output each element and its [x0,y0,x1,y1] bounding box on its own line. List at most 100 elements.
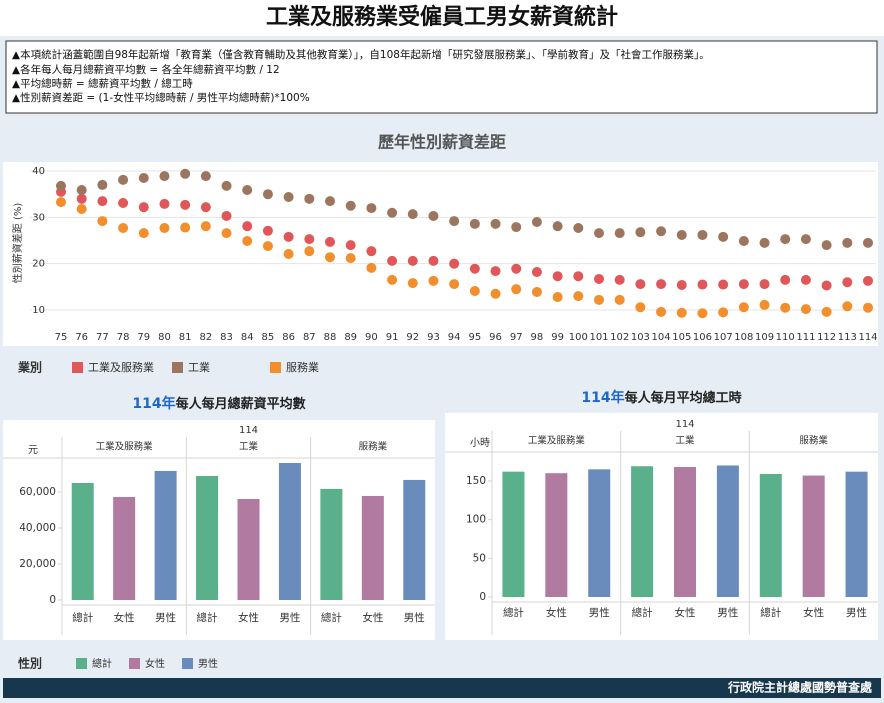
y-tick-label: 20,000 [19,558,56,570]
x-tick-label: 男性 [155,611,176,624]
x-tick-label: 93 [427,332,440,343]
dot [221,180,232,191]
group-label: 工業及服務業 [96,441,154,453]
dot [56,180,66,191]
title-bar [0,0,884,36]
dot [76,204,87,215]
group-label: 工業 [239,441,259,453]
dot [56,197,66,208]
title-year: 114年 [132,395,175,412]
x-tick-label: 98 [531,332,544,343]
dot [469,286,480,297]
dot [759,299,770,310]
dot [345,253,356,264]
y-tick-label: 150 [466,475,486,487]
x-tick-label: 103 [631,332,650,343]
dot [821,240,832,251]
x-tick-label: 86 [282,332,295,343]
legend-swatch [76,658,87,669]
x-tick-label: 女性 [114,611,135,624]
dot [863,302,873,313]
dot [718,307,729,318]
dot [76,193,87,204]
bar [403,479,426,600]
bar [71,483,94,600]
dot [449,258,460,269]
dot [118,174,129,185]
bar [502,471,525,597]
group-label: 服務業 [359,441,388,453]
x-tick-label: 男性 [589,606,610,619]
x-tick-label: 81 [179,332,192,343]
dot [428,255,439,266]
bar [759,473,782,597]
x-tick-label: 77 [96,332,109,343]
dot [200,221,211,232]
bar [545,473,568,597]
legend-swatch [270,362,281,373]
dot [759,279,770,290]
x-tick-label: 女性 [546,606,567,619]
dot [780,274,791,285]
dot [304,234,315,245]
note: ▲平均總時薪 = 總薪資平均數 / 總工時 [12,77,193,90]
x-tick-label: 女性 [362,611,383,624]
y-tick-label: 40 [32,166,45,177]
dot [780,302,791,313]
x-tick-label: 97 [510,332,523,343]
y-tick-label: 10 [32,305,45,316]
bar [802,475,825,597]
dot [594,228,604,239]
dot [366,203,377,214]
dot [428,275,439,286]
dot [697,308,708,319]
dot [511,222,522,233]
dot [656,306,667,317]
x-tick-label: 102 [610,332,629,343]
bar [237,499,260,600]
x-tick-label: 106 [693,332,712,343]
dot [242,185,253,196]
dot [863,237,873,248]
header-label: 114 [675,419,694,430]
legend-swatch [172,362,183,373]
x-tick-label: 男性 [717,606,738,619]
dot [200,171,211,182]
x-tick-label: 108 [734,332,753,343]
dot [262,241,273,252]
dot [469,218,480,229]
bar [361,495,384,600]
legend-label: 男性 [198,657,218,670]
legend-label: 女性 [145,657,165,670]
dot [738,302,749,313]
dot [262,189,273,200]
dot [407,278,418,289]
dot [118,197,129,208]
x-tick-label: 78 [117,332,130,343]
dot [325,196,335,207]
dot [490,218,501,229]
dot [800,274,811,285]
legend-swatch [129,658,140,669]
dot [304,193,315,204]
plot-panel [3,162,878,346]
dot [407,255,418,266]
footer-text: 行政院主計總處國勢普查處 [727,680,872,695]
chart-title: 114年每人每月總薪資平均數 [132,395,305,412]
dot [531,267,542,278]
dot [656,226,667,237]
dot [800,304,811,315]
dot [180,168,191,179]
title-year: 114年 [581,389,624,406]
dot [469,263,480,274]
dot [552,221,563,232]
dot [221,228,232,239]
x-tick-label: 80 [158,332,171,343]
dot [656,279,667,290]
dot [511,263,522,274]
footer-bar [3,678,881,698]
dot [676,229,687,240]
title-text: 每人每月平均總工時 [625,390,742,406]
dot [573,291,584,302]
